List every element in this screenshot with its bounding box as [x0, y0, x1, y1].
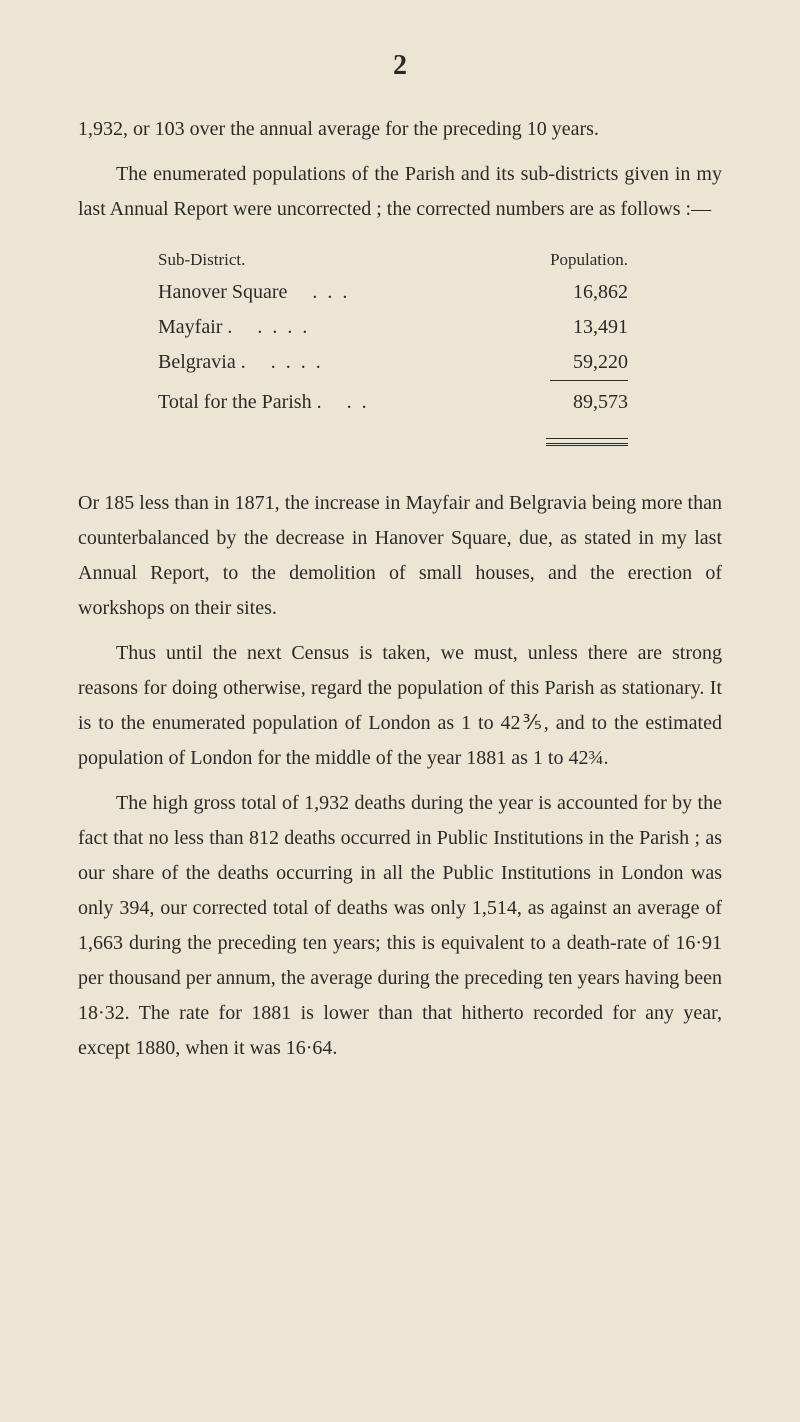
paragraph-4: Thus until the next Census is taken, we … — [78, 636, 722, 776]
row-label: Mayfair . .... — [158, 310, 317, 345]
row-label-text: Mayfair . — [158, 316, 232, 338]
row-value: 13,491 — [538, 310, 628, 345]
paragraph-2: The enumerated populations of the Parish… — [78, 157, 722, 227]
row-label: Belgravia . .... — [158, 345, 331, 380]
row-label-text: Hanover Square — [158, 281, 287, 303]
page-number: 2 — [78, 50, 722, 82]
table-header: Sub-District. Population. — [158, 245, 628, 275]
paragraph-1: 1,932, or 103 over the annual average fo… — [78, 112, 722, 147]
row-label-text: Belgravia . — [158, 351, 246, 373]
row-dots: .... — [271, 351, 331, 373]
document-page: 2 1,932, or 103 over the annual average … — [0, 0, 800, 1126]
total-rule — [158, 423, 628, 458]
table-row: Belgravia . .... 59,220 — [158, 345, 628, 380]
table-total-row: Total for the Parish . .. 89,573 — [158, 385, 628, 420]
population-table: Sub-District. Population. Hanover Square… — [158, 245, 722, 458]
header-subdistrict: Sub-District. — [158, 245, 245, 275]
header-population: Population. — [538, 245, 628, 275]
total-value: 89,573 — [538, 385, 628, 420]
table-row: Mayfair . .... 13,491 — [158, 310, 628, 345]
table-row: Hanover Square ... 16,862 — [158, 275, 628, 310]
row-value: 59,220 — [538, 345, 628, 380]
row-label: Hanover Square ... — [158, 275, 357, 310]
total-dots: .. — [347, 391, 377, 413]
row-dots: ... — [312, 281, 357, 303]
paragraph-3: Or 185 less than in 1871, the increase i… — [78, 486, 722, 626]
total-label: Total for the Parish . .. — [158, 385, 377, 420]
total-label-text: Total for the Parish . — [158, 391, 322, 413]
paragraph-5: The high gross total of 1,932 deaths dur… — [78, 786, 722, 1066]
row-dots: .... — [257, 316, 317, 338]
subtotal-rule — [550, 380, 628, 381]
row-value: 16,862 — [538, 275, 628, 310]
